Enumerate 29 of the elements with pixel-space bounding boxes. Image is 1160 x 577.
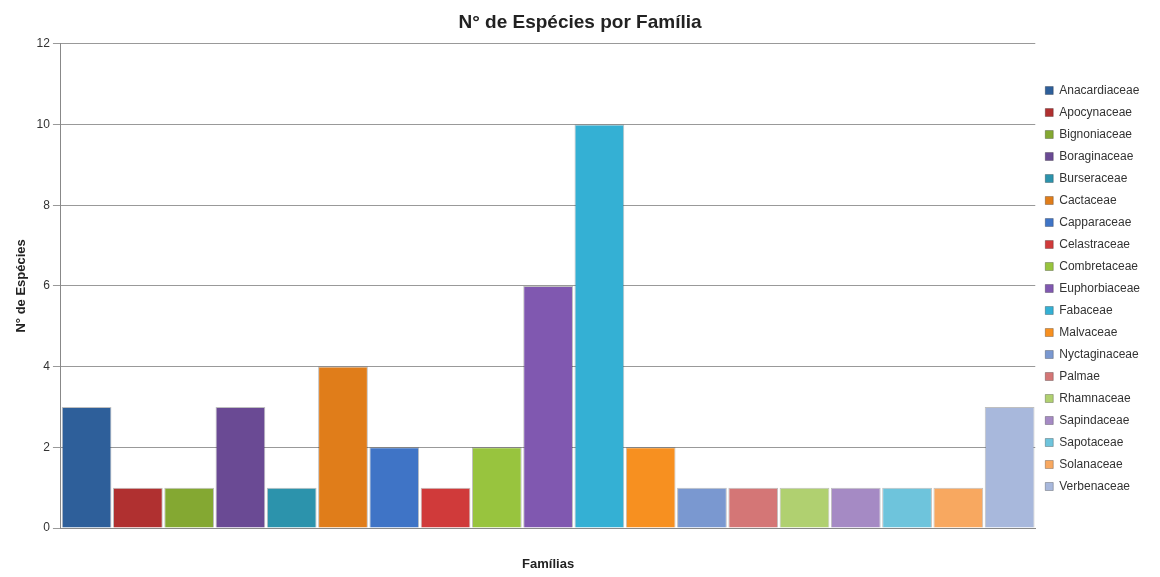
y-tick-label: 12 xyxy=(36,36,51,51)
legend-label: Malvaceae xyxy=(1059,324,1118,339)
y-axis-title: N° de Espécies xyxy=(13,239,29,333)
legend-label: Solanaceae xyxy=(1059,456,1123,471)
legend-label: Verbenaceae xyxy=(1059,478,1131,493)
legend-label: Burseraceae xyxy=(1059,170,1128,185)
legend-label: Apocynaceae xyxy=(1059,104,1133,119)
legend-label: Rhamnaceae xyxy=(1059,390,1131,405)
legend-label: Nyctaginaceae xyxy=(1059,346,1139,361)
legend-label: Celastraceae xyxy=(1059,236,1131,251)
legend-label: Capparaceae xyxy=(1059,214,1132,229)
legend-label: Sapindaceae xyxy=(1059,412,1130,427)
y-tick-label: 6 xyxy=(43,278,51,293)
y-tick-label: 10 xyxy=(36,116,51,131)
legend-label: Sapotaceae xyxy=(1059,434,1124,449)
legend-label: Euphorbiaceae xyxy=(1059,280,1141,295)
chart-title: N° de Espécies por Família xyxy=(458,10,702,32)
legend-label: Combretaceae xyxy=(1059,258,1139,273)
y-tick-label: 0 xyxy=(43,520,51,535)
legend-label: Anacardiaceae xyxy=(1059,82,1140,97)
legend-label: Cactaceae xyxy=(1059,192,1117,207)
y-tick-label: 4 xyxy=(43,358,51,373)
x-axis-title: Famílias xyxy=(522,555,575,571)
y-tick-label: 2 xyxy=(43,439,51,454)
legend-label: Bignoniaceae xyxy=(1059,126,1133,141)
legend-label: Fabaceae xyxy=(1059,302,1113,317)
legend-label: Boraginaceae xyxy=(1059,148,1134,163)
legend-label: Palmae xyxy=(1059,368,1101,383)
y-tick-label: 8 xyxy=(43,197,51,212)
